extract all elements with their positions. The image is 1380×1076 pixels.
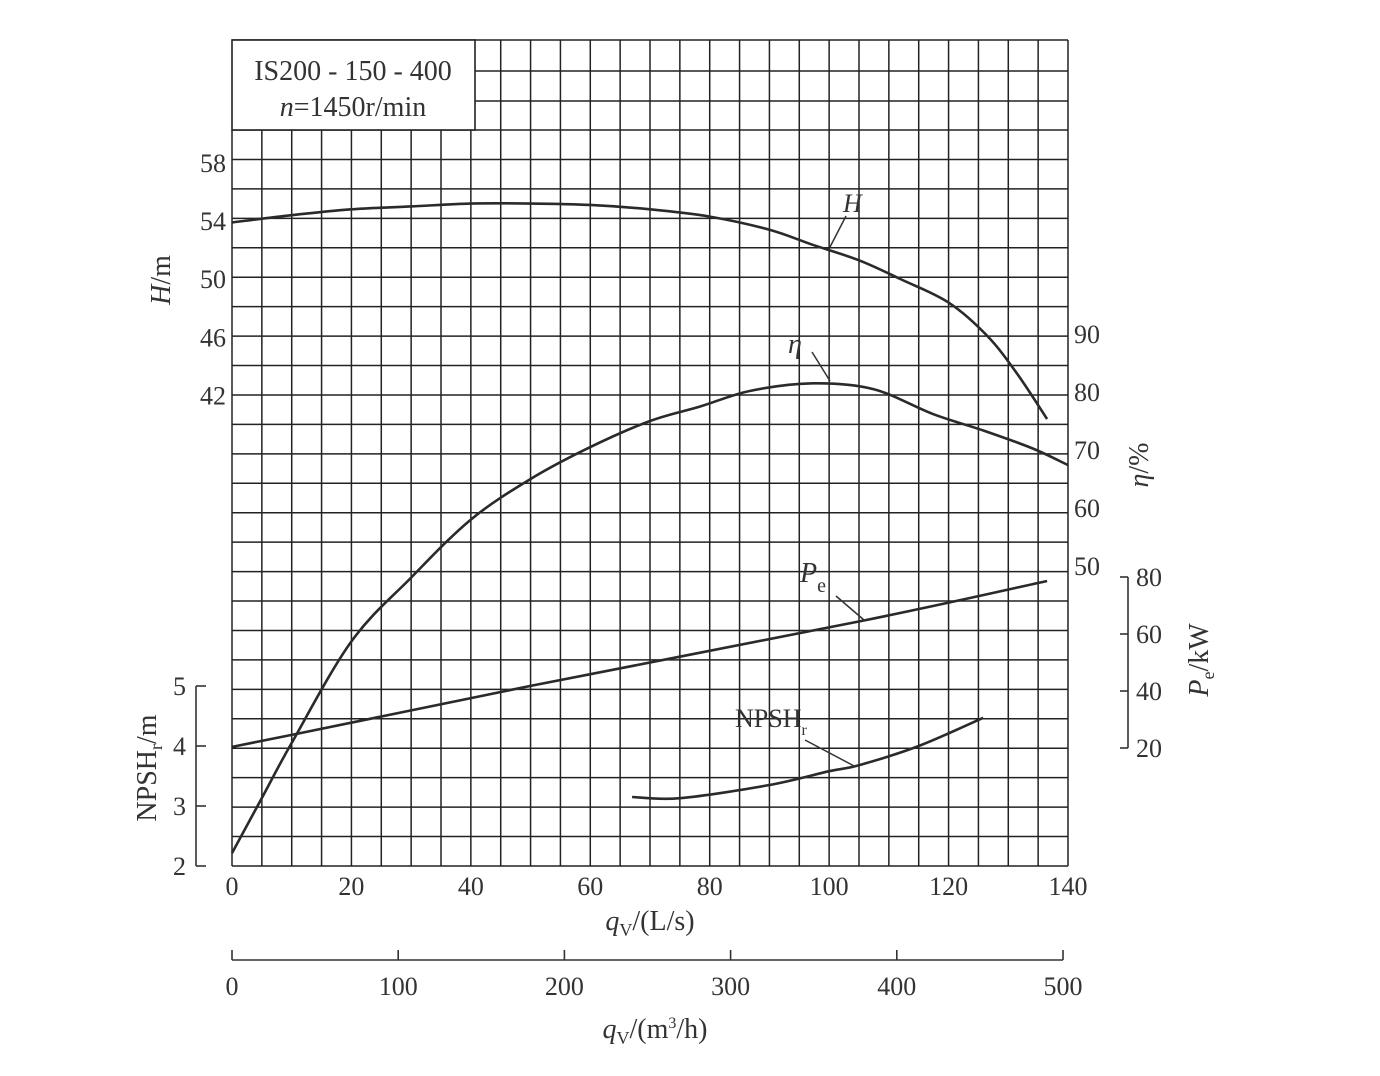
pe-axis-label: Pe/kW (1184, 623, 1218, 698)
pe-tick-label: 20 (1136, 734, 1162, 763)
secondary-x-tick-label: 500 (1044, 972, 1083, 1001)
npsh-tick-label: 4 (173, 732, 186, 761)
h-tick-label: 42 (200, 382, 226, 411)
npsh-tick-label: 5 (173, 672, 186, 701)
eta-axis-label: η/% (1124, 443, 1155, 488)
eta-tick-label: 80 (1074, 378, 1100, 407)
npsh-leader-line (804, 739, 857, 768)
eta-tick-label: 50 (1074, 552, 1100, 581)
x-tick-label: 20 (338, 872, 364, 901)
x-tick-label: 0 (226, 872, 239, 901)
x-tick-label: 140 (1049, 872, 1088, 901)
x-axis-label: qV/(L/s) (605, 906, 694, 940)
x-tick-label: 100 (810, 872, 849, 901)
x-tick-label: 40 (458, 872, 484, 901)
eta-tick-label: 60 (1074, 494, 1100, 523)
eta-leader-line (811, 351, 831, 382)
curves (230, 201, 1069, 854)
curve-eta (230, 381, 1069, 854)
curve-npshr (632, 716, 984, 801)
pe-tick-label: 40 (1136, 677, 1162, 706)
pe-tick-label: 80 (1136, 563, 1162, 592)
x-tick-label: 120 (929, 872, 968, 901)
secondary-x-tick-label: 0 (226, 972, 239, 1001)
secondary-x-axis-label: qV/(m3/h) (603, 1014, 708, 1048)
h-tick-label: 58 (200, 149, 226, 178)
h-tick-label: 46 (200, 323, 226, 352)
pe-curve-label: Pe (799, 558, 826, 597)
x-tick-label: 60 (577, 872, 603, 901)
eta-curve-label: η (788, 329, 802, 360)
eta-tick-label: 90 (1074, 320, 1100, 349)
secondary-x-tick-label: 300 (711, 972, 750, 1001)
secondary-x-tick-label: 400 (877, 972, 916, 1001)
secondary-x-tick-label: 100 (379, 972, 418, 1001)
curve-pe (231, 579, 1048, 749)
axes: 0 20 40 60 80 100 120 140 qV/(L/s) 0 100 200 300 400 5… (132, 149, 1218, 1048)
eta-tick-label: 70 (1074, 436, 1100, 465)
h-leader-line (829, 215, 847, 248)
npsh-tick-label: 2 (173, 852, 186, 881)
h-axis-label: H/m (146, 255, 177, 306)
chart-title-speed: n=1450r/min (280, 92, 426, 123)
npsh-axis-label: NPSHr/m (132, 714, 166, 821)
h-tick-label: 50 (200, 265, 226, 294)
secondary-x-tick-label: 200 (545, 972, 584, 1001)
title-box: IS200 - 150 - 400 n=1450r/min (231, 39, 476, 131)
curve-labels: Hη Pe NPSHr (735, 189, 865, 768)
npsh-tick-label: 3 (173, 792, 186, 821)
chart-title-model: IS200 - 150 - 400 (254, 56, 452, 87)
pe-leader-line (835, 595, 865, 621)
h-curve-label: H (842, 189, 863, 218)
grid (231, 39, 1069, 867)
h-tick-label: 54 (200, 207, 226, 236)
npsh-curve-label: NPSHr (735, 704, 807, 739)
curve-h (231, 201, 1049, 420)
x-tick-label: 80 (697, 872, 723, 901)
pe-tick-label: 60 (1136, 620, 1162, 649)
